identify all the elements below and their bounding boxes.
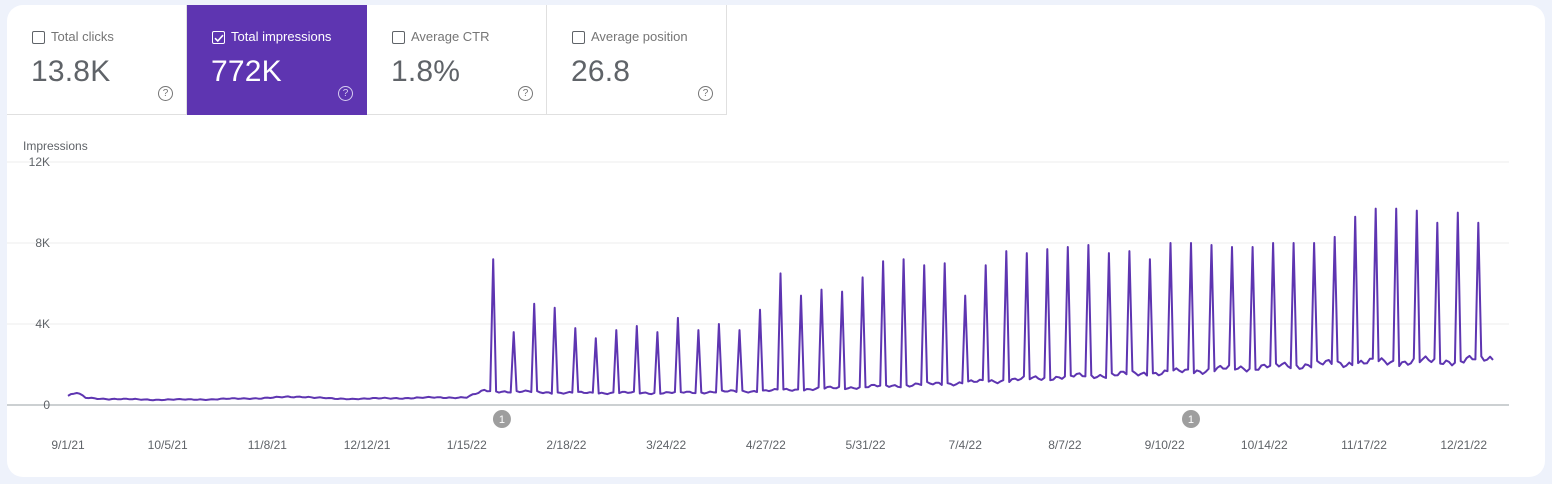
impressions-line-chart: 0 4K 8K 12K 9/1/21 10/5/21 11/8/21 12/12/21 1/15… (7, 155, 1509, 452)
help-icon[interactable]: ? (518, 86, 533, 101)
x-tick-label: 7/4/22 (949, 438, 983, 452)
y-tick-label: 8K (35, 236, 50, 250)
x-tick-label: 9/1/21 (51, 438, 85, 452)
annotation-marker (1181, 410, 1200, 428)
impressions-series-line (67, 207, 1494, 402)
help-icon[interactable]: ? (158, 86, 173, 101)
metric-total-impressions[interactable]: Total impressions 772K ? (187, 5, 367, 115)
performance-card: Total clicks 13.8K ? Total impressions 7… (7, 5, 1545, 477)
x-tick-label: 10/14/22 (1241, 438, 1288, 452)
x-tick-label: 10/5/21 (148, 438, 188, 452)
x-tick-label: 4/27/22 (746, 438, 786, 452)
metric-total-clicks[interactable]: Total clicks 13.8K ? (7, 5, 187, 115)
checkbox-checked-icon[interactable] (212, 31, 225, 44)
metric-label: Average CTR (411, 29, 490, 44)
annotation-label: 1 (499, 414, 505, 426)
checkbox-unchecked-icon[interactable] (572, 31, 585, 44)
x-tick-label: 12/21/22 (1440, 438, 1487, 452)
y-tick-label: 0 (43, 398, 50, 412)
x-tick-label: 3/24/22 (646, 438, 686, 452)
x-tick-label: 11/8/21 (248, 438, 287, 452)
annotation-marker (492, 410, 511, 428)
metric-value: 26.8 (571, 55, 631, 88)
metric-label: Total clicks (51, 29, 114, 44)
x-tick-label: 5/31/22 (846, 438, 886, 452)
x-tick-label: 8/7/22 (1048, 438, 1082, 452)
y-tick-label: 4K (35, 317, 50, 331)
metric-label: Average position (591, 29, 688, 44)
metric-tabs: Total clicks 13.8K ? Total impressions 7… (7, 5, 727, 115)
metric-value: 1.8% (391, 55, 461, 88)
annotation-label: 1 (1188, 414, 1194, 426)
x-tick-label: 2/18/22 (546, 438, 586, 452)
x-tick-label: 1/15/22 (447, 438, 487, 452)
x-tick-label: 12/12/21 (344, 438, 391, 452)
metric-value: 772K (211, 55, 282, 88)
checkbox-unchecked-icon[interactable] (392, 31, 405, 44)
x-tick-label: 11/17/22 (1341, 438, 1387, 452)
y-tick-label: 12K (29, 155, 50, 169)
metric-label: Total impressions (231, 29, 332, 44)
help-icon[interactable]: ? (338, 86, 353, 101)
help-icon[interactable]: ? (698, 86, 713, 101)
metric-average-position[interactable]: Average position 26.8 ? (547, 5, 727, 115)
metric-value: 13.8K (31, 55, 111, 88)
x-tick-label: 9/10/22 (1145, 438, 1185, 452)
checkbox-unchecked-icon[interactable] (32, 31, 45, 44)
y-axis-title: Impressions (23, 139, 88, 153)
metric-average-ctr[interactable]: Average CTR 1.8% ? (367, 5, 547, 115)
